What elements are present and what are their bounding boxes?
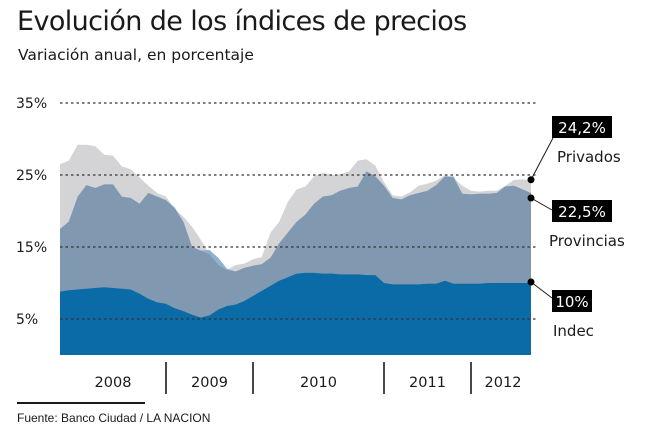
x-axis: 2008 2009 2010 2011 2012 [95, 362, 522, 394]
x-tick-label-2011: 2011 [409, 375, 446, 391]
chart-subtitle: Variación anual, en porcentaje [18, 46, 254, 64]
callout-name-provincias: Provincias [549, 232, 625, 250]
callout-value-provincias: 22,5% [558, 203, 606, 221]
callout-box-privados [552, 116, 612, 138]
source-divider [17, 402, 145, 404]
end-point-provincias [527, 194, 535, 202]
callout-box-indec [552, 290, 592, 312]
callout-leader-indec [530, 281, 553, 299]
y-tick-label: 25% [16, 168, 47, 184]
callout-leader-provincias [530, 197, 553, 211]
y-tick-label: 35% [16, 96, 47, 112]
x-tick-label-2010: 2010 [300, 375, 337, 391]
chart-title: Evolución de los índices de precios [17, 6, 467, 37]
callouts: 24,2% Privados 22,5% Provincias 10% Indec [527, 116, 625, 340]
areas-layer [60, 144, 531, 355]
x-tick-label-2009: 2009 [191, 375, 228, 391]
callout-box-provincias [552, 200, 612, 222]
callout-name-privados: Privados [557, 148, 621, 166]
y-tick-label: 5% [16, 312, 38, 328]
end-point-privados [527, 176, 535, 184]
callout-name-indec: Indec [553, 322, 594, 340]
y-tick-label: 15% [16, 240, 47, 256]
end-point-indec [527, 278, 535, 286]
source-note: Fuente: Banco Ciudad / LA NACION [17, 411, 211, 425]
x-tick-label-2008: 2008 [95, 375, 132, 391]
gridlines [60, 102, 538, 320]
area-indec [60, 272, 531, 355]
x-tick-label-2012: 2012 [485, 375, 522, 391]
callout-leader-privados [530, 137, 554, 180]
callout-value-privados: 24,2% [558, 119, 606, 137]
y-axis: 5% 15% 25% 35% [16, 96, 47, 328]
callout-value-indec: 10% [555, 293, 588, 311]
